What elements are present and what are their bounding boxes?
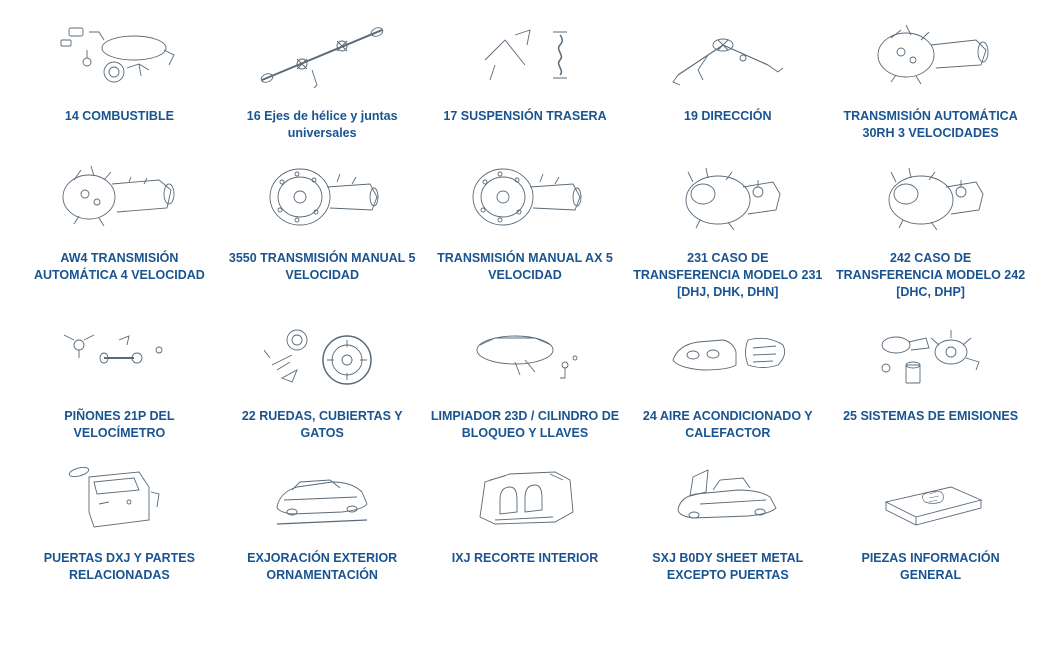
category-label: 24 AIRE ACONDICIONADO Y CALEFACTOR — [633, 408, 823, 442]
category-item-transfer-case-242[interactable]: 242 CASO DE TRANSFERENCIA MODELO 242 [DH… — [831, 152, 1030, 301]
category-label: SXJ B0DY SHEET METAL EXCEPTO PUERTAS — [633, 550, 823, 584]
category-item-auto-trans-30rh[interactable]: TRANSMISIÓN AUTOMÁTICA 30RH 3 VELOCIDADE… — [831, 10, 1030, 142]
steering-icon — [648, 10, 808, 100]
auto-transmission-2-icon — [39, 152, 199, 242]
wiper-locks-icon — [445, 310, 605, 400]
general-info-icon — [851, 452, 1011, 542]
category-label: 231 CASO DE TRANSFERENCIA MODELO 231 [DH… — [633, 250, 823, 301]
category-item-driveshaft[interactable]: 16 Ejes de hélice y juntas universales — [223, 10, 422, 142]
category-label: LIMPIADOR 23D / CILINDRO DE BLOQUEO Y LL… — [430, 408, 620, 442]
category-label: 16 Ejes de hélice y juntas universales — [227, 108, 417, 142]
category-item-manual-trans-ax5[interactable]: TRANSMISIÓN MANUAL AX 5 VELOCIDAD — [426, 152, 625, 301]
category-label: 22 RUEDAS, CUBIERTAS Y GATOS — [227, 408, 417, 442]
category-item-speedometer-pinions[interactable]: PIÑONES 21P DEL VELOCÍMETRO — [20, 310, 219, 442]
speedometer-pinions-icon — [39, 310, 199, 400]
transfer-case-icon — [648, 152, 808, 242]
interior-trim-icon — [445, 452, 605, 542]
category-label: 14 COMBUSTIBLE — [65, 108, 174, 125]
manual-transmission-icon — [242, 152, 402, 242]
category-label: 242 CASO DE TRANSFERENCIA MODELO 242 [DH… — [836, 250, 1026, 301]
manual-transmission-2-icon — [445, 152, 605, 242]
fuel-system-icon — [39, 10, 199, 100]
category-item-body-sheet-metal[interactable]: SXJ B0DY SHEET METAL EXCEPTO PUERTAS — [628, 452, 827, 584]
category-label: PIÑONES 21P DEL VELOCÍMETRO — [24, 408, 214, 442]
category-label: 19 DIRECCIÓN — [684, 108, 772, 125]
ac-heater-icon — [648, 310, 808, 400]
category-label: 17 SUSPENSIÓN TRASERA — [443, 108, 606, 125]
category-item-fuel[interactable]: 14 COMBUSTIBLE — [20, 10, 219, 142]
category-item-steering[interactable]: 19 DIRECCIÓN — [628, 10, 827, 142]
parts-grid: 14 COMBUSTIBLE 16 Ejes de hélice y junta… — [20, 10, 1030, 584]
wheels-jacks-icon — [242, 310, 402, 400]
category-item-interior-trim[interactable]: IXJ RECORTE INTERIOR — [426, 452, 625, 584]
category-item-wiper-locks[interactable]: LIMPIADOR 23D / CILINDRO DE BLOQUEO Y LL… — [426, 310, 625, 442]
category-label: PIEZAS INFORMACIÓN GENERAL — [836, 550, 1026, 584]
category-label: 25 SISTEMAS DE EMISIONES — [843, 408, 1018, 425]
category-label: IXJ RECORTE INTERIOR — [452, 550, 599, 567]
category-item-rear-suspension[interactable]: 17 SUSPENSIÓN TRASERA — [426, 10, 625, 142]
category-label: EXJORACIÓN EXTERIOR ORNAMENTACIÓN — [227, 550, 417, 584]
category-label: 3550 TRANSMISIÓN MANUAL 5 VELOCIDAD — [227, 250, 417, 284]
emissions-icon — [851, 310, 1011, 400]
category-item-transfer-case-231[interactable]: 231 CASO DE TRANSFERENCIA MODELO 231 [DH… — [628, 152, 827, 301]
category-label: AW4 TRANSMISIÓN AUTOMÁTICA 4 VELOCIDAD — [24, 250, 214, 284]
category-label: TRANSMISIÓN AUTOMÁTICA 30RH 3 VELOCIDADE… — [836, 108, 1026, 142]
body-sheet-metal-icon — [648, 452, 808, 542]
category-label: TRANSMISIÓN MANUAL AX 5 VELOCIDAD — [430, 250, 620, 284]
category-item-emissions[interactable]: 25 SISTEMAS DE EMISIONES — [831, 310, 1030, 442]
category-item-general-info[interactable]: PIEZAS INFORMACIÓN GENERAL — [831, 452, 1030, 584]
category-item-doors[interactable]: PUERTAS DXJ Y PARTES RELACIONADAS — [20, 452, 219, 584]
category-item-auto-trans-aw4[interactable]: AW4 TRANSMISIÓN AUTOMÁTICA 4 VELOCIDAD — [20, 152, 219, 301]
auto-transmission-icon — [851, 10, 1011, 100]
category-item-ac-heater[interactable]: 24 AIRE ACONDICIONADO Y CALEFACTOR — [628, 310, 827, 442]
rear-suspension-icon — [445, 10, 605, 100]
category-item-exterior-trim[interactable]: EXJORACIÓN EXTERIOR ORNAMENTACIÓN — [223, 452, 422, 584]
category-label: PUERTAS DXJ Y PARTES RELACIONADAS — [24, 550, 214, 584]
transfer-case-2-icon — [851, 152, 1011, 242]
exterior-trim-icon — [242, 452, 402, 542]
driveshaft-icon — [242, 10, 402, 100]
category-item-wheels-jacks[interactable]: 22 RUEDAS, CUBIERTAS Y GATOS — [223, 310, 422, 442]
category-item-manual-trans-3550[interactable]: 3550 TRANSMISIÓN MANUAL 5 VELOCIDAD — [223, 152, 422, 301]
doors-icon — [39, 452, 199, 542]
